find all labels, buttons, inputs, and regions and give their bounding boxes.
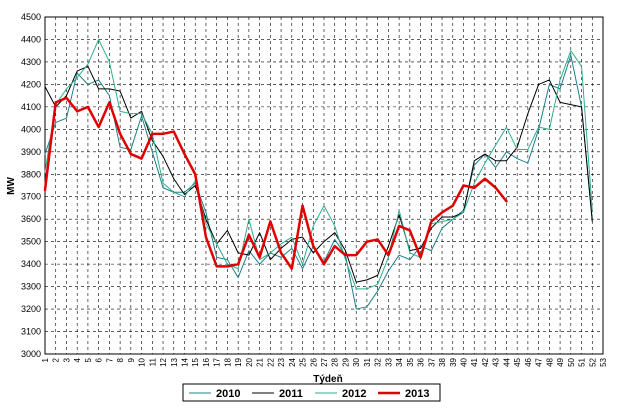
x-tick-label: 15 [191, 357, 200, 366]
x-tick-label: 44 [502, 357, 511, 366]
x-axis-title: Týdeň [313, 374, 342, 385]
y-tick-label: 3500 [21, 237, 41, 247]
x-tick-label: 51 [578, 357, 587, 366]
x-tick-label: 23 [277, 357, 286, 366]
series-line-2013 [43, 96, 508, 270]
y-axis-ticks: 3000 3100 3200 3300 3400 3500 3600 3700 3800 3900… [21, 12, 41, 359]
x-tick-label: 3 [62, 357, 71, 362]
x-tick-label: 53 [599, 357, 608, 366]
x-tick-label: 34 [395, 357, 404, 366]
x-tick-label: 27 [320, 357, 329, 366]
y-tick-label: 3800 [21, 169, 41, 179]
x-tick-label: 20 [245, 357, 254, 366]
y-tick-label: 4200 [21, 79, 41, 89]
x-tick-label: 49 [556, 357, 565, 366]
y-tick-label: 3700 [21, 192, 41, 202]
x-tick-label: 9 [127, 357, 136, 362]
x-tick-label: 25 [299, 357, 308, 366]
y-tick-label: 3000 [21, 349, 41, 359]
x-tick-label: 33 [384, 357, 393, 366]
x-tick-label: 50 [567, 357, 576, 366]
x-tick-label: 11 [148, 357, 157, 366]
x-tick-label: 43 [492, 357, 501, 366]
x-tick-label: 19 [234, 357, 243, 366]
legend-label-2011: 2011 [279, 388, 303, 400]
x-tick-label: 37 [427, 357, 436, 366]
x-tick-label: 30 [352, 357, 361, 366]
x-tick-label: 46 [524, 357, 533, 366]
y-tick-label: 3300 [21, 282, 41, 292]
x-tick-label: 45 [513, 357, 522, 366]
x-tick-label: 38 [438, 357, 447, 366]
x-tick-label: 13 [170, 357, 179, 366]
x-tick-label: 21 [256, 357, 265, 366]
x-tick-label: 4 [73, 357, 82, 362]
x-tick-label: 36 [417, 357, 426, 366]
x-tick-label: 2 [52, 357, 61, 362]
y-tick-label: 4500 [21, 12, 41, 22]
x-tick-label: 16 [202, 357, 211, 366]
y-tick-label: 4000 [21, 124, 41, 134]
x-tick-label: 24 [288, 357, 297, 366]
x-tick-label: 5 [84, 357, 93, 362]
x-tick-label: 29 [341, 357, 350, 366]
y-tick-label: 3600 [21, 214, 41, 224]
x-tick-label: 6 [95, 357, 104, 362]
legend-label-2012: 2012 [342, 388, 366, 400]
x-tick-label: 18 [223, 357, 232, 366]
x-tick-label: 7 [105, 357, 114, 362]
series-line-2012 [44, 38, 593, 290]
x-tick-label: 10 [138, 357, 147, 366]
y-tick-label: 3100 [21, 327, 41, 337]
y-tick-label: 3900 [21, 147, 41, 157]
x-tick-label: 17 [213, 357, 222, 366]
x-tick-label: 32 [374, 357, 383, 366]
x-tick-label: 1 [41, 357, 50, 362]
y-tick-label: 3200 [21, 304, 41, 314]
series-line-2011 [44, 65, 593, 283]
gridlines [45, 17, 603, 354]
x-tick-label: 12 [159, 357, 168, 366]
x-tick-label: 22 [266, 357, 275, 366]
y-tick-label: 4400 [21, 34, 41, 44]
legend: 2010 2011 2012 2013 [182, 383, 441, 402]
x-tick-label: 26 [309, 357, 318, 366]
x-tick-label: 42 [481, 357, 490, 366]
legend-label-2010: 2010 [216, 388, 240, 400]
y-axis-title: MW [6, 177, 17, 195]
x-tick-label: 39 [449, 357, 458, 366]
x-tick-label: 47 [535, 357, 544, 366]
x-axis-ticks: 1 2 3 4 5 6 7 8 9 10 11 12 13 14 15 16 17 18 19 20 21 22 23 24 2… [41, 357, 608, 366]
legend-box [182, 383, 441, 402]
y-tick-label: 4100 [21, 102, 41, 112]
x-tick-label: 31 [363, 357, 372, 366]
legend-label-2013: 2013 [405, 388, 429, 400]
x-tick-label: 48 [545, 357, 554, 366]
x-tick-label: 40 [460, 357, 469, 366]
y-tick-label: 3400 [21, 259, 41, 269]
x-tick-label: 14 [181, 357, 190, 366]
x-tick-label: 28 [331, 357, 340, 366]
x-tick-label: 52 [588, 357, 597, 366]
y-tick-label: 4300 [21, 57, 41, 67]
x-tick-label: 35 [406, 357, 415, 366]
series-lines [43, 38, 593, 310]
x-tick-label: 41 [470, 357, 479, 366]
x-tick-label: 8 [116, 357, 125, 362]
